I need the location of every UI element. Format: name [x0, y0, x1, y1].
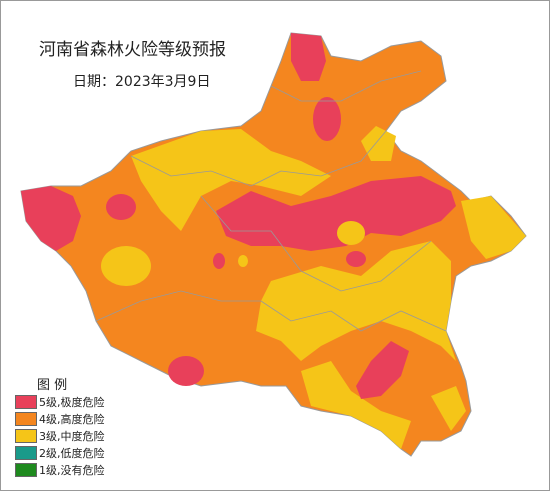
- map-title: 河南省森林火险等级预报: [39, 40, 226, 60]
- legend-swatch: [15, 429, 37, 443]
- boundaries: [95, 70, 447, 332]
- legend-label: 5级,极度危险: [39, 396, 105, 409]
- legend-swatch: [15, 412, 37, 426]
- legend-swatch: [15, 446, 37, 460]
- level-5-areas: [21, 33, 456, 399]
- legend-swatch: [15, 463, 37, 477]
- legend-label: 4级,高度危险: [39, 413, 105, 426]
- legend-label: 2级,低度危险: [39, 447, 105, 460]
- legend-label: 1级,没有危险: [39, 464, 105, 477]
- map-date: 日期：2023年3月9日: [73, 74, 211, 90]
- legend-title: 图 例: [37, 378, 68, 393]
- legend-swatch: [15, 395, 37, 409]
- legend-label: 3级,中度危险: [39, 430, 105, 443]
